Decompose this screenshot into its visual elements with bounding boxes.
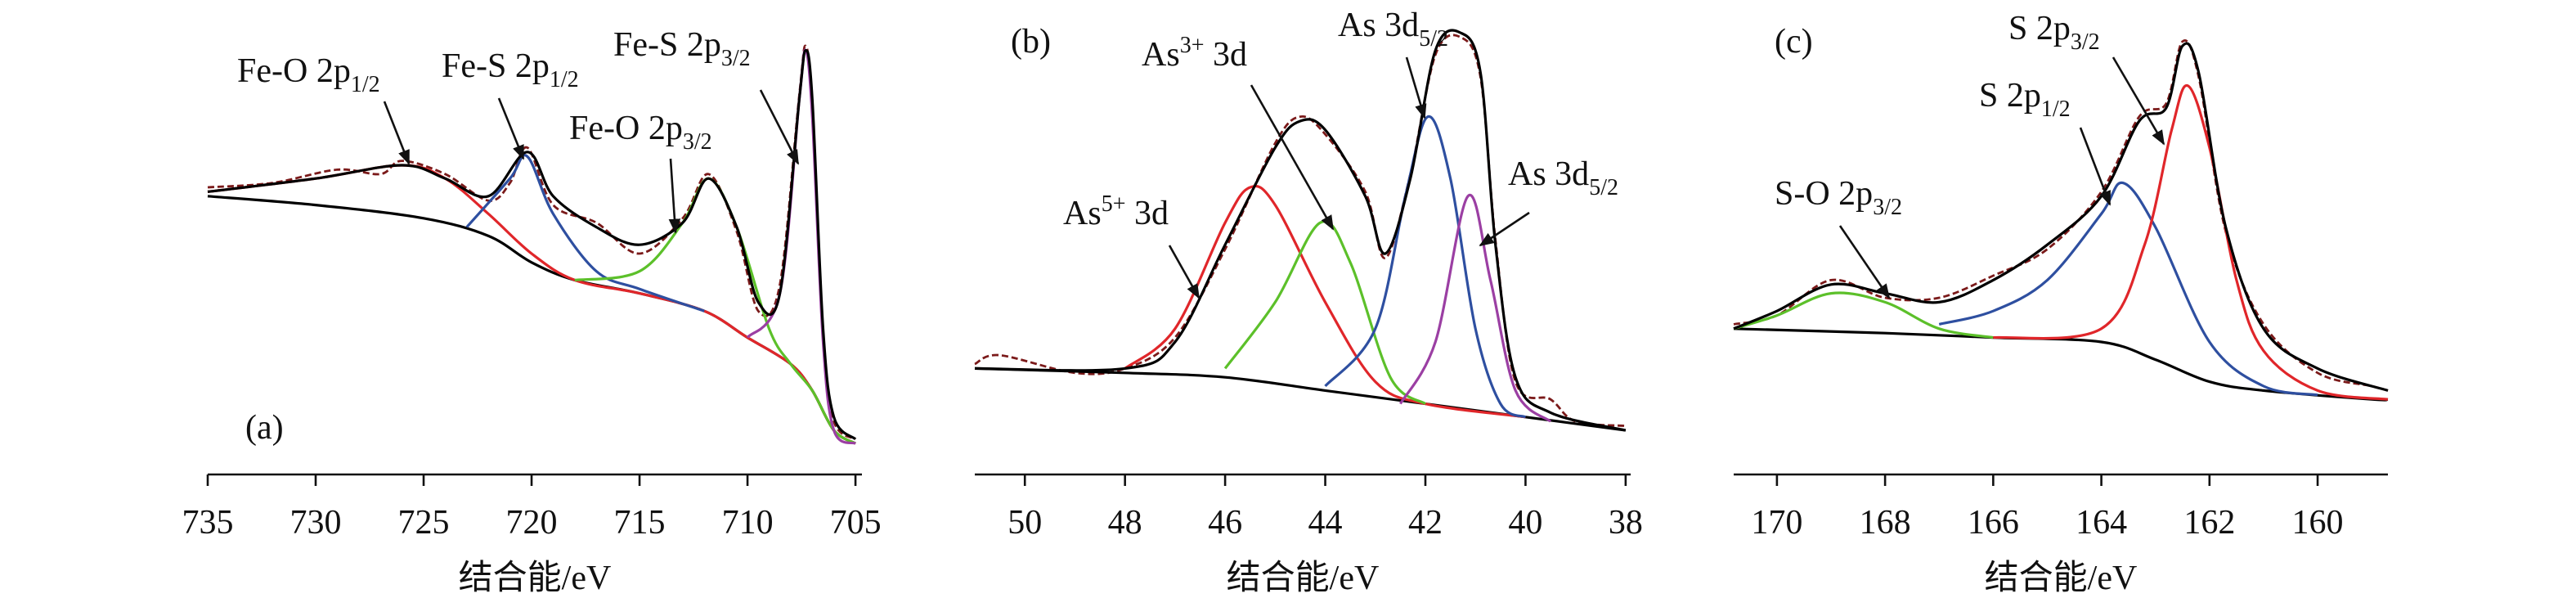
annotation-text: Fe-S 2p bbox=[442, 47, 550, 85]
annotation-sub: 5/2 bbox=[1589, 175, 1618, 200]
annotation-text: As bbox=[1063, 195, 1102, 232]
curve bbox=[1938, 181, 2318, 397]
x-tick-label: 42 bbox=[1408, 504, 1443, 542]
annotation: Fe-S 2p1/2 bbox=[442, 47, 579, 92]
curve bbox=[1733, 42, 2389, 392]
annotation-sub: 3/2 bbox=[2071, 29, 2100, 55]
annotation-text: Fe-O 2p bbox=[569, 110, 683, 147]
annotation-text: S 2p bbox=[1979, 77, 2041, 115]
panel-label: (b) bbox=[1011, 23, 1051, 61]
annotation-arrow bbox=[1168, 245, 1200, 299]
annotation-arrow bbox=[1250, 84, 1335, 231]
annotation-text: As 3d bbox=[1338, 7, 1419, 44]
x-tick-label: 160 bbox=[2292, 504, 2344, 542]
annotation-sub: 1/2 bbox=[2041, 97, 2071, 122]
x-tick-label: 40 bbox=[1508, 504, 1542, 542]
curve bbox=[1124, 184, 1526, 419]
x-tick-label: 715 bbox=[614, 504, 666, 542]
annotation-text: Fe-O 2p bbox=[237, 52, 351, 90]
x-tick-label: 46 bbox=[1208, 504, 1242, 542]
curve bbox=[746, 48, 856, 445]
curve bbox=[207, 195, 856, 445]
x-tick-label: 48 bbox=[1108, 504, 1142, 542]
annotation: Fe-S 2p3/2 bbox=[613, 26, 751, 71]
annotation-text: As bbox=[1142, 36, 1180, 74]
x-tick-label: 44 bbox=[1308, 504, 1343, 542]
annotation-sub: 3/2 bbox=[683, 129, 712, 155]
curve bbox=[207, 48, 857, 441]
curve bbox=[1324, 115, 1527, 419]
x-tick-label: 730 bbox=[290, 504, 342, 542]
annotation: Fe-O 2p1/2 bbox=[237, 52, 380, 97]
x-tick-label: 725 bbox=[398, 504, 450, 542]
curve bbox=[1733, 327, 2389, 402]
annotation-arrow bbox=[2079, 127, 2112, 206]
curve bbox=[574, 177, 856, 445]
annotation-sub: 3/2 bbox=[721, 46, 751, 71]
curve bbox=[465, 154, 705, 312]
x-tick-label: 38 bbox=[1609, 504, 1643, 542]
x-tick-label: 710 bbox=[722, 504, 774, 542]
x-tick-label: 705 bbox=[830, 504, 882, 542]
annotation-text: Fe-S 2p bbox=[613, 26, 721, 64]
curve bbox=[1993, 84, 2389, 401]
annotation-tail: 3d bbox=[1125, 195, 1169, 232]
x-tick-label: 166 bbox=[1968, 504, 2019, 542]
panel-label: (c) bbox=[1775, 23, 1813, 61]
x-axis-label: 结合能/eV bbox=[1227, 560, 1380, 597]
annotation-sub: 1/2 bbox=[550, 67, 579, 92]
curve bbox=[974, 29, 1627, 432]
x-tick-label: 170 bbox=[1751, 504, 1802, 542]
x-tick-label: 735 bbox=[182, 504, 234, 542]
annotation: As5+ 3d bbox=[1063, 191, 1169, 232]
annotation-sup: 5+ bbox=[1102, 191, 1126, 217]
curve bbox=[1398, 193, 1552, 423]
annotation-sub: 1/2 bbox=[351, 72, 380, 97]
curve bbox=[207, 44, 856, 441]
annotation-arrow bbox=[759, 89, 800, 165]
x-axis-label: 结合能/eV bbox=[459, 560, 612, 597]
panel-label: (a) bbox=[245, 409, 284, 447]
x-axis-label: 结合能/eV bbox=[1985, 560, 2138, 597]
annotation-tail: 3d bbox=[1204, 36, 1247, 74]
annotation-arrow bbox=[1838, 225, 1891, 299]
annotation: As3+ 3d bbox=[1142, 33, 1247, 74]
annotation-arrow bbox=[497, 97, 525, 160]
annotation: S 2p3/2 bbox=[2008, 10, 2100, 55]
curve bbox=[1223, 220, 1426, 405]
x-tick-label: 168 bbox=[1860, 504, 1911, 542]
annotation: Fe-O 2p3/2 bbox=[569, 110, 712, 155]
annotation-arrow bbox=[383, 101, 411, 165]
annotation: S-O 2p3/2 bbox=[1775, 175, 1902, 220]
annotation: As 3d5/2 bbox=[1508, 155, 1618, 200]
x-tick-label: 50 bbox=[1008, 504, 1042, 542]
annotation-text: S-O 2p bbox=[1775, 175, 1873, 213]
annotation-text: As 3d bbox=[1508, 155, 1589, 193]
annotation-arrow bbox=[2112, 56, 2165, 146]
annotation-sub: 5/2 bbox=[1419, 26, 1448, 52]
annotation-arrow bbox=[668, 158, 681, 234]
annotation-arrow bbox=[1479, 211, 1530, 247]
annotation-sub: 3/2 bbox=[1873, 195, 1902, 220]
x-tick-label: 164 bbox=[2076, 504, 2127, 542]
curve bbox=[1733, 291, 1994, 339]
annotation-text: S 2p bbox=[2008, 10, 2071, 47]
curve bbox=[974, 34, 1627, 427]
x-tick-label: 720 bbox=[506, 504, 558, 542]
x-tick-label: 162 bbox=[2183, 504, 2235, 542]
annotation: As 3d5/2 bbox=[1338, 7, 1448, 52]
annotation-sup: 3+ bbox=[1180, 33, 1205, 58]
annotation: S 2p1/2 bbox=[1979, 77, 2071, 122]
annotation-arrow bbox=[1405, 56, 1427, 119]
